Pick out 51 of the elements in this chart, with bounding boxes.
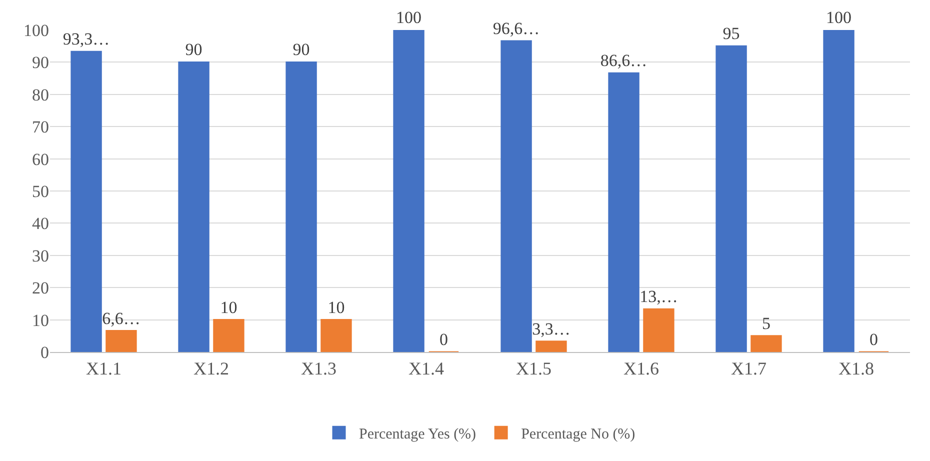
x-tick-label: X1.2 [194,358,229,379]
data-label: 0 [439,330,448,349]
y-tick-label: 70 [32,118,49,137]
bar [213,319,244,352]
x-tick-label: X1.3 [301,358,336,379]
y-tick-label: 60 [32,150,49,169]
bar [643,308,674,352]
data-label: 96,6… [492,18,540,38]
y-tick-label: 50 [32,182,49,201]
bar [286,61,317,352]
x-tick-label: X1.5 [516,358,552,379]
legend-label: Percentage No (%) [521,426,636,442]
data-label: 6,6… [102,308,140,328]
x-tick-label: X1.6 [624,358,659,379]
y-tick-label: 0 [40,342,49,362]
data-label: 5 [762,314,770,333]
x-tick-label: X1.8 [838,358,874,379]
data-label: 95 [722,24,740,44]
data-label: 100 [396,8,422,27]
bar [70,50,102,352]
data-label: 0 [869,330,878,349]
x-tick-label: X1.7 [731,358,766,379]
y-tick-label: 90 [32,53,49,72]
data-label: 100 [826,8,852,27]
data-label: 3,3… [532,319,570,338]
bar [716,45,747,352]
data-label: 90 [185,40,202,60]
y-tick-label: 80 [32,85,49,104]
bar [823,30,854,352]
bar [608,72,640,352]
bar [536,340,567,352]
bar [500,40,532,352]
data-label: 86,6… [600,51,648,70]
y-tick-label: 40 [32,214,49,234]
bar [393,30,424,352]
data-label: 13,… [640,287,678,306]
data-label: 10 [220,298,238,317]
y-tick-label: 20 [32,278,49,298]
y-tick-label: 10 [32,310,49,330]
y-tick-label: 30 [32,246,49,266]
data-label: 10 [328,298,345,317]
data-label: 90 [292,40,310,60]
bar [320,319,352,352]
x-tick-label: X1.1 [86,358,122,379]
x-tick-label: X1.4 [408,358,444,379]
y-tick-label: 100 [24,20,49,40]
bar [178,61,210,352]
bar [750,335,782,352]
data-label: 93,3… [62,30,110,49]
bar [106,330,137,352]
legend-label: Percentage Yes (%) [359,426,476,442]
